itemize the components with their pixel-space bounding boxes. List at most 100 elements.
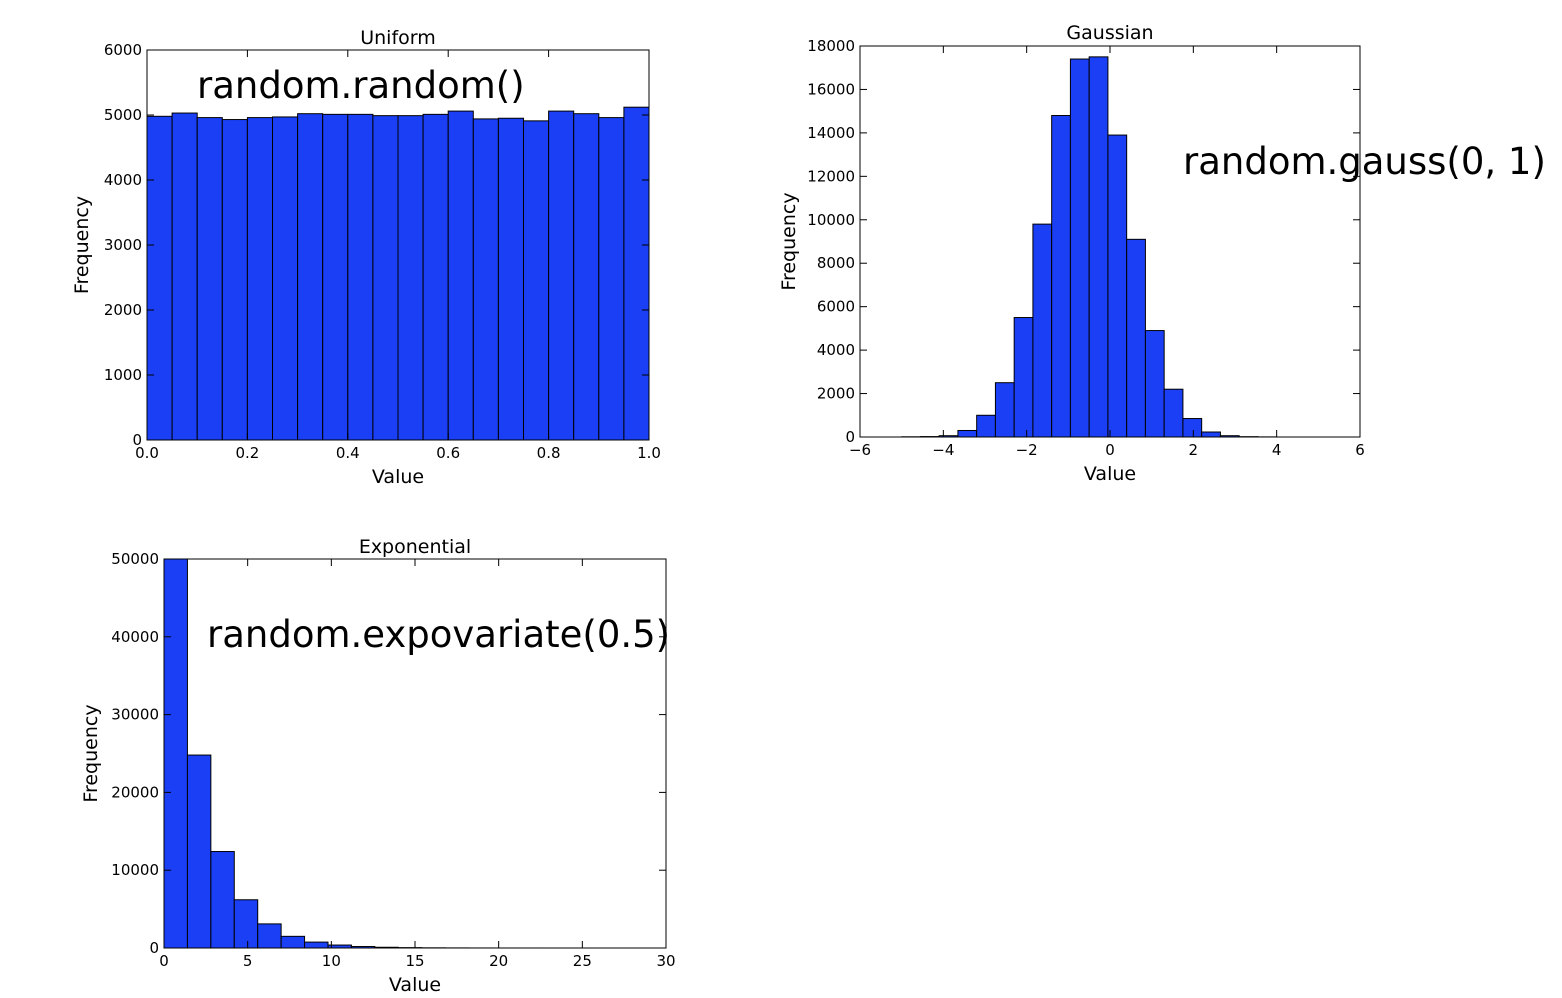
- x-axis-label: Value: [1084, 463, 1136, 485]
- bar: [1182, 418, 1203, 438]
- bar: [163, 558, 188, 949]
- x-tick-label: −6: [849, 441, 871, 459]
- x-axis-label: Value: [372, 466, 424, 488]
- bar: [1051, 115, 1071, 438]
- bar: [523, 120, 550, 441]
- y-tick-label: 2000: [104, 301, 142, 319]
- y-tick-label: 18000: [807, 37, 855, 55]
- bar: [422, 113, 449, 441]
- y-axis-label: Frequency: [71, 196, 93, 294]
- x-tick-label: 15: [405, 952, 424, 970]
- y-tick-label: 6000: [104, 41, 142, 59]
- x-tick-label: 0.2: [235, 444, 259, 462]
- function-annotation: random.gauss(0, 1): [1183, 140, 1546, 183]
- x-tick-label: 10: [322, 952, 341, 970]
- chart-exponential: 0 5 10 15 20 25 30 0 10000 20000 30000 40000 50000 Ex…: [80, 536, 676, 996]
- y-tick-label: 14000: [807, 124, 855, 142]
- function-annotation: random.random(): [197, 64, 525, 107]
- x-tick-label: 5: [243, 952, 253, 970]
- y-tick-label: 2000: [817, 385, 855, 403]
- y-tick-label: 10000: [111, 861, 159, 879]
- bar: [297, 113, 324, 441]
- chart-title: Gaussian: [1066, 22, 1153, 44]
- x-tick-label: 0.8: [537, 444, 561, 462]
- bar: [1126, 238, 1146, 438]
- bar: [994, 382, 1015, 438]
- bars: [146, 106, 650, 441]
- x-tick-label: 30: [656, 952, 675, 970]
- chart-uniform: 0.0 0.2 0.4 0.6 0.8 1.0 0 1000 2000 3000 4000 5000 6…: [71, 27, 661, 488]
- bar: [257, 923, 282, 949]
- chart-title: Uniform: [360, 27, 436, 49]
- bars: [163, 558, 587, 949]
- bar: [272, 116, 299, 441]
- y-axis-label: Frequency: [80, 704, 102, 802]
- bar: [598, 117, 625, 441]
- y-tick-label: 8000: [817, 254, 855, 272]
- bar: [1069, 58, 1090, 438]
- bar: [472, 118, 499, 441]
- bar: [1107, 134, 1128, 438]
- bar: [397, 115, 424, 441]
- y-tick-label: 4000: [817, 341, 855, 359]
- bar: [497, 117, 524, 441]
- y-tick-label: 30000: [111, 706, 159, 724]
- x-tick-label: 0: [159, 952, 169, 970]
- bar: [1163, 388, 1184, 438]
- bar: [1144, 330, 1165, 438]
- bar: [196, 117, 223, 441]
- y-tick-label: 16000: [807, 80, 855, 98]
- y-tick-label: 12000: [807, 167, 855, 185]
- x-tick-label: 0.6: [436, 444, 460, 462]
- y-tick-label: 10000: [807, 211, 855, 229]
- bar: [304, 941, 329, 949]
- bar: [976, 414, 996, 438]
- bar: [171, 112, 198, 441]
- x-axis-label: Value: [389, 974, 441, 996]
- y-tick-label: 3000: [104, 236, 142, 254]
- bar: [186, 754, 212, 949]
- x-tick-label: −2: [1016, 441, 1038, 459]
- y-tick-label: 0: [149, 939, 159, 957]
- chart-title: Exponential: [359, 536, 471, 558]
- y-tick-label: 20000: [111, 783, 159, 801]
- bar: [1201, 431, 1221, 438]
- bar: [548, 110, 575, 441]
- bar: [246, 117, 273, 441]
- bar: [1088, 56, 1109, 438]
- x-tick-label: 25: [573, 952, 592, 970]
- x-tick-label: 0.0: [135, 444, 159, 462]
- bar: [322, 113, 349, 441]
- bar: [233, 899, 259, 949]
- bar: [957, 429, 978, 438]
- x-tick-label: 6: [1355, 441, 1365, 459]
- bar: [1013, 317, 1034, 438]
- x-tick-label: 2: [1189, 441, 1199, 459]
- bar: [221, 119, 248, 441]
- x-tick-label: 0: [1105, 441, 1115, 459]
- bar: [1032, 223, 1053, 438]
- bar: [623, 106, 650, 441]
- bar: [573, 113, 600, 441]
- y-tick-label: 0: [845, 428, 855, 446]
- y-tick-label: 6000: [817, 298, 855, 316]
- function-annotation: random.expovariate(0.5): [207, 613, 670, 656]
- y-tick-label: 0: [132, 431, 142, 449]
- bar: [372, 115, 399, 441]
- x-tick-label: 20: [489, 952, 508, 970]
- chart-gaussian: −6 −4 −2 0 2 4 6 0 2000 4000 6000 8000 10000 12000 140…: [778, 22, 1546, 485]
- bar: [280, 935, 306, 949]
- x-tick-label: 0.4: [336, 444, 360, 462]
- bars: [901, 56, 1278, 438]
- y-tick-label: 1000: [104, 366, 142, 384]
- bar: [210, 851, 235, 949]
- bar: [447, 110, 474, 441]
- x-tick-label: 4: [1272, 441, 1282, 459]
- y-tick-label: 40000: [111, 628, 159, 646]
- x-tick-label: 1.0: [637, 444, 661, 462]
- y-axis-label: Frequency: [778, 192, 800, 290]
- y-tick-label: 4000: [104, 171, 142, 189]
- bar: [146, 115, 173, 441]
- bar: [347, 113, 374, 441]
